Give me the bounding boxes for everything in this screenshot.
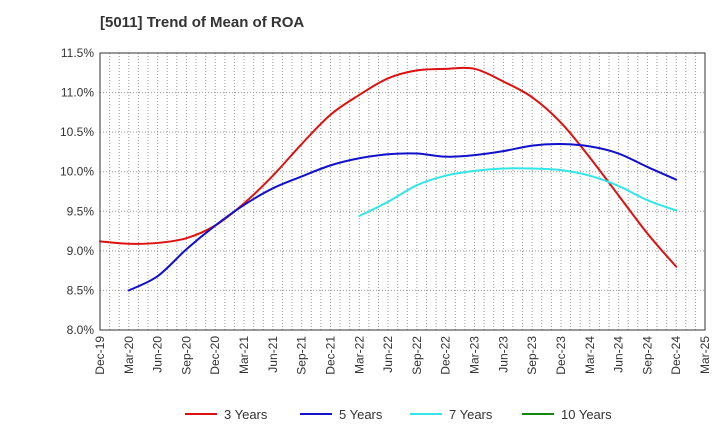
series-lines	[99, 66, 678, 292]
grid	[99, 52, 706, 331]
y-tick-label: 11.5%	[61, 46, 94, 60]
x-tick-label: Jun-24	[612, 336, 626, 373]
series-line-5-years	[127, 142, 678, 292]
plot-frame	[99, 52, 706, 331]
x-tick-label: Dec-23	[554, 336, 568, 375]
chart-title: [5011] Trend of Mean of ROA	[100, 14, 305, 31]
x-tick-label: Mar-22	[352, 336, 366, 374]
series-line-7-years	[358, 167, 678, 218]
x-tick-label: Sep-23	[525, 336, 539, 375]
legend-label-5-years: 5 Years	[339, 407, 383, 422]
x-tick-label: Sep-21	[295, 336, 309, 375]
legend-label-10-years: 10 Years	[561, 407, 612, 422]
y-tick-label: 9.5%	[67, 204, 95, 218]
x-tick-label: Dec-19	[93, 336, 107, 375]
x-tick-label: Dec-20	[208, 336, 222, 375]
x-tick-label: Dec-22	[439, 336, 453, 375]
x-tick-label: Sep-24	[640, 336, 654, 375]
series-line-3-years	[99, 66, 678, 268]
x-tick-label: Dec-21	[323, 336, 337, 375]
y-tick-label: 11.0%	[61, 86, 94, 100]
x-tick-label: Mar-23	[468, 336, 482, 374]
y-tick-label: 8.0%	[67, 323, 95, 337]
x-tick-label: Dec-24	[669, 336, 683, 375]
x-tick-label: Mar-21	[237, 336, 251, 374]
legend-label-7-years: 7 Years	[449, 407, 493, 422]
y-tick-label: 10.5%	[60, 125, 94, 139]
x-tick-label: Mar-25	[698, 336, 712, 374]
y-axis: 11.5% 11.0% 10.5% 10.0% 9.5% 9.0% 8.5% 8.0%	[60, 46, 94, 337]
x-tick-label: Jun-20	[151, 336, 165, 373]
legend: 3 Years 5 Years 7 Years 10 Years	[185, 407, 612, 422]
x-tick-label: Sep-22	[410, 336, 424, 375]
x-tick-label: Mar-20	[122, 336, 136, 374]
x-tick-label: Mar-24	[583, 336, 597, 374]
x-axis: Dec-19 Mar-20 Jun-20 Sep-20 Dec-20 Mar-21 Jun-…	[93, 336, 712, 375]
y-tick-label: 8.5%	[67, 283, 95, 297]
legend-label-3-years: 3 Years	[224, 407, 268, 422]
x-tick-label: Jun-23	[496, 336, 510, 373]
x-tick-label: Jun-22	[381, 336, 395, 373]
x-tick-label: Jun-21	[266, 336, 280, 373]
y-tick-label: 9.0%	[67, 244, 95, 258]
y-tick-label: 10.0%	[60, 165, 94, 179]
x-tick-label: Sep-20	[179, 336, 193, 375]
